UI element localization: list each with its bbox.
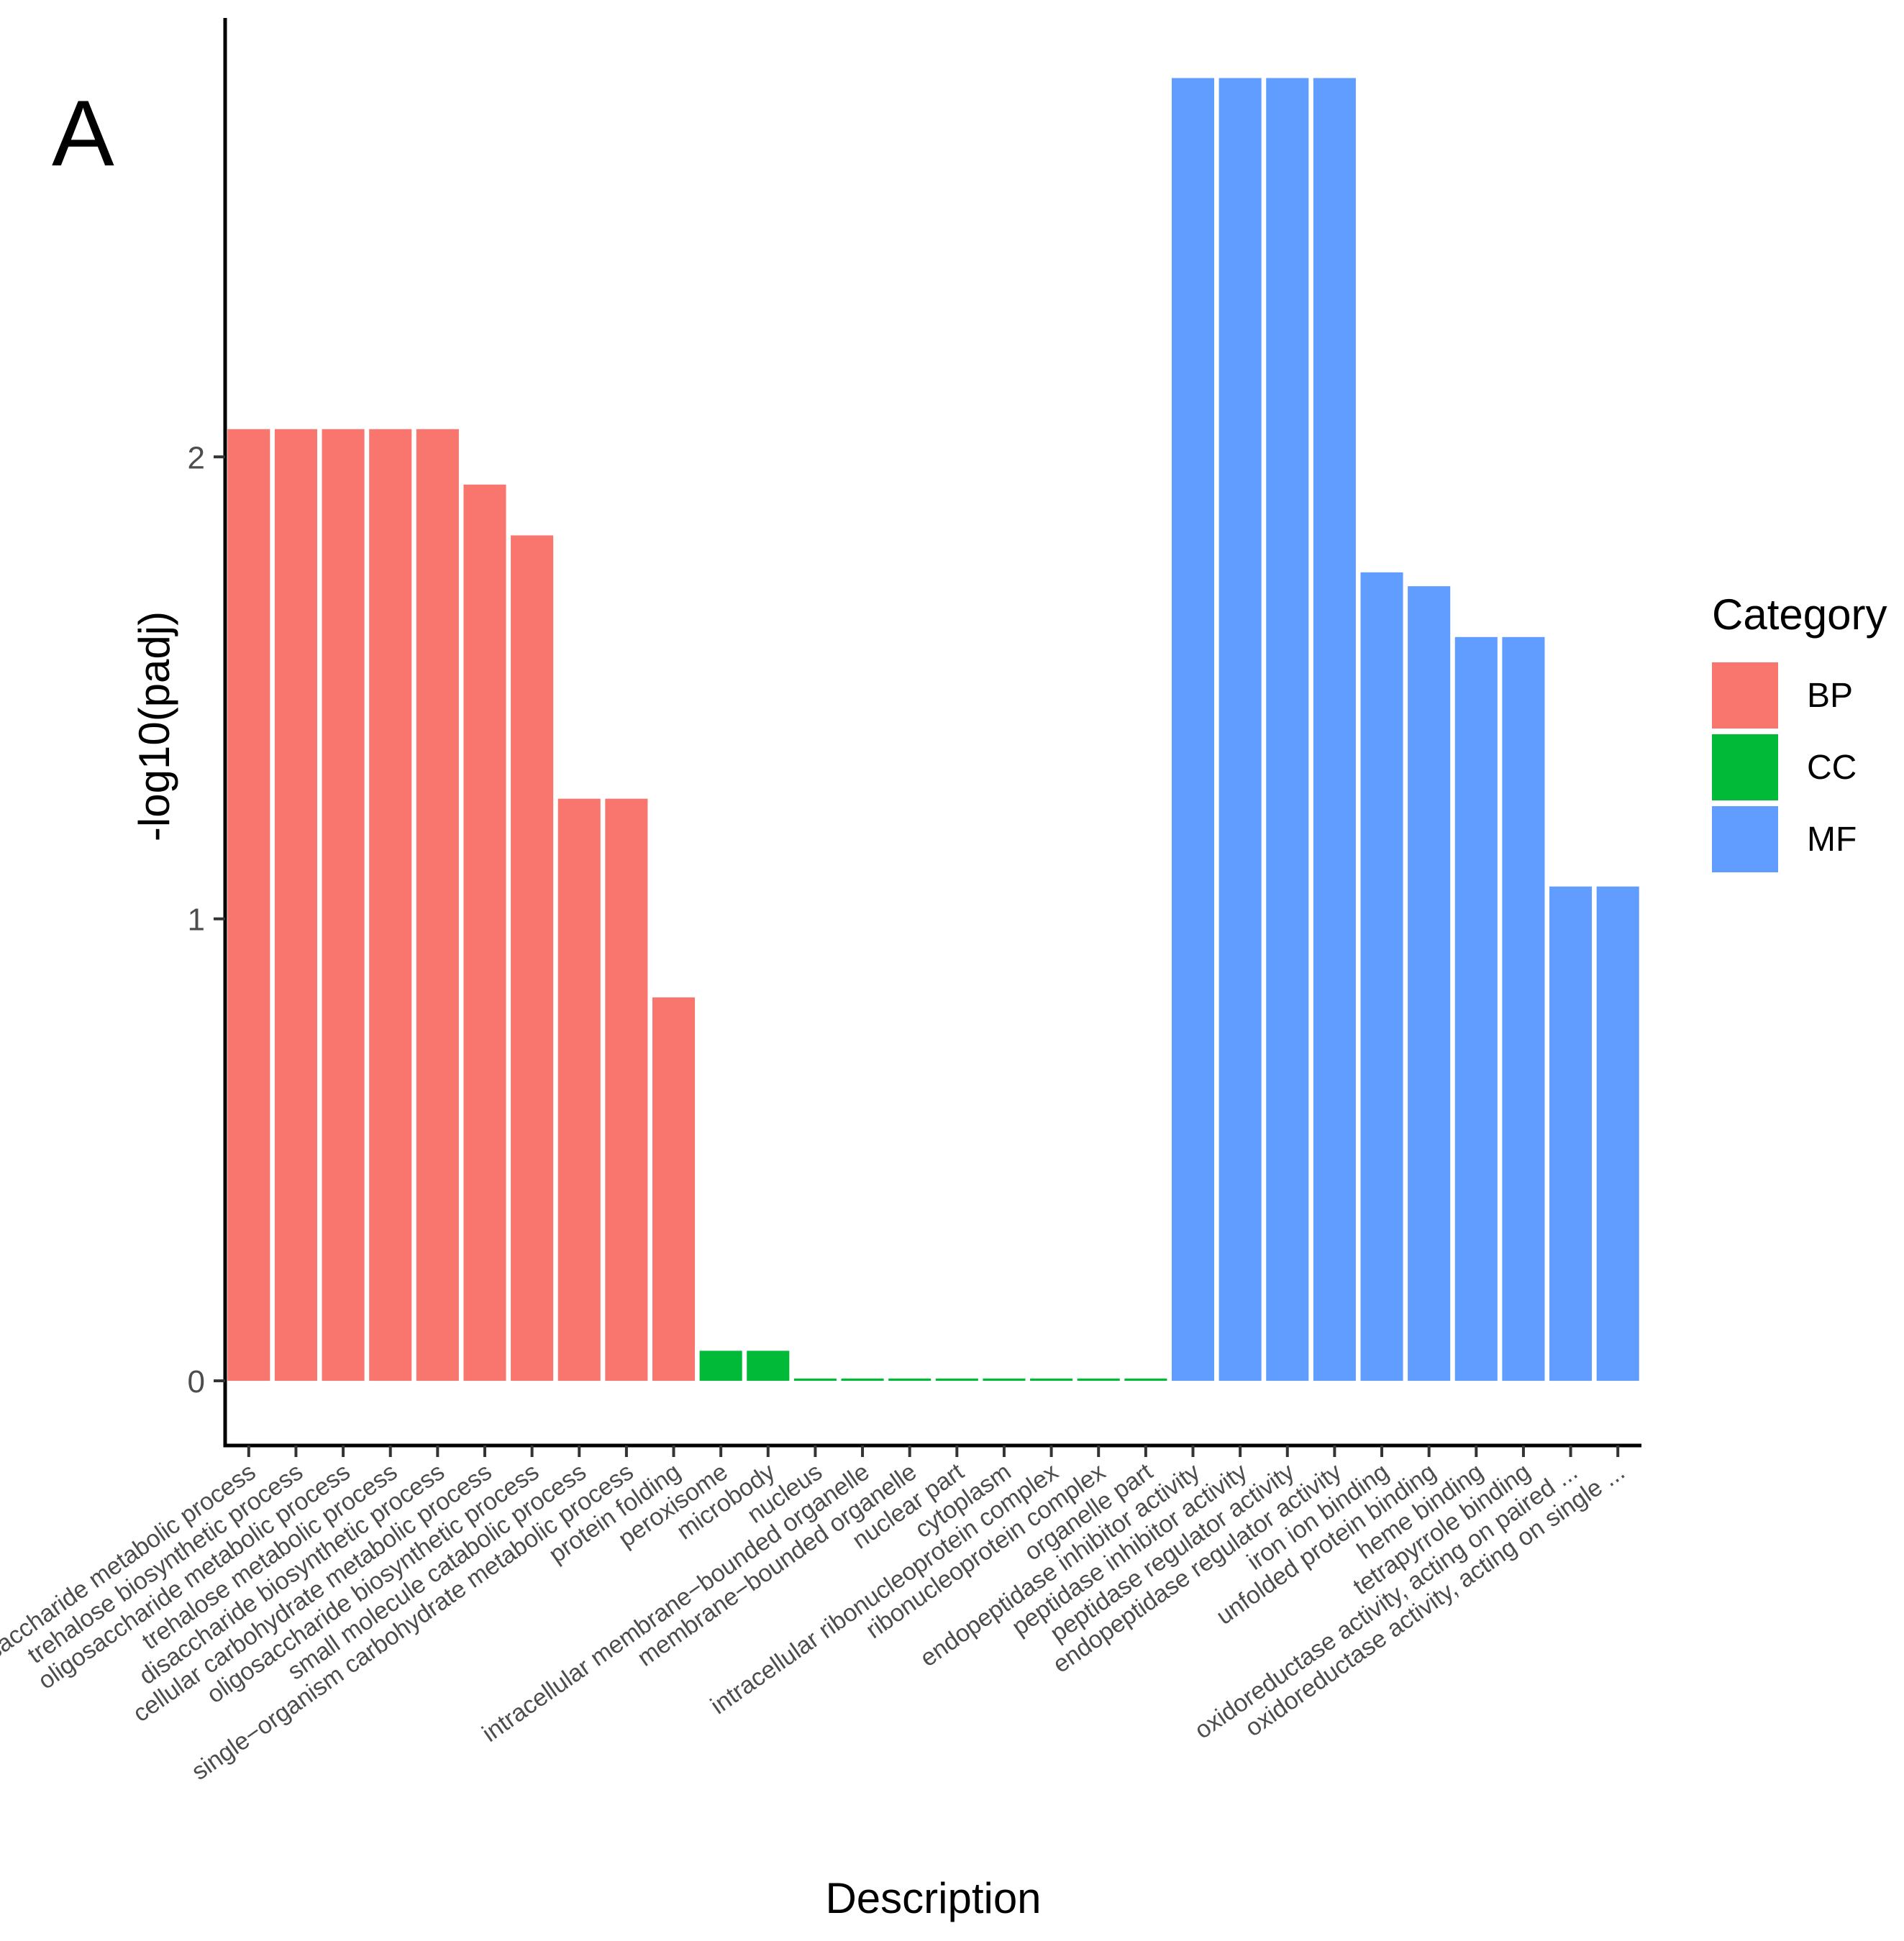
bar-26 bbox=[1408, 586, 1451, 1381]
bar-29 bbox=[1549, 886, 1593, 1381]
y-tick-label: 2 bbox=[188, 440, 205, 475]
y-axis-title: -log10(padj) bbox=[130, 611, 178, 841]
y-ticks-layer: 0 1 2 bbox=[188, 440, 225, 1399]
x-axis-title: Description bbox=[825, 1874, 1041, 1922]
axes-layer bbox=[223, 18, 1641, 1448]
legend-swatch-bp bbox=[1712, 662, 1778, 729]
legend-item-mf: MF bbox=[1712, 803, 1887, 875]
bar-1 bbox=[227, 429, 270, 1381]
bar-30 bbox=[1596, 886, 1639, 1381]
bar-7 bbox=[511, 535, 554, 1381]
bar-3 bbox=[322, 429, 365, 1381]
bar-11 bbox=[699, 1351, 742, 1381]
bar-23 bbox=[1266, 78, 1309, 1381]
bar-19 bbox=[1077, 1378, 1120, 1381]
bar-22 bbox=[1219, 78, 1262, 1381]
bar-14 bbox=[841, 1378, 884, 1381]
y-tick-label: 1 bbox=[188, 903, 205, 938]
bar-5 bbox=[416, 429, 459, 1381]
bar-16 bbox=[935, 1378, 978, 1381]
legend-label-mf: MF bbox=[1807, 820, 1857, 859]
bar-17 bbox=[983, 1378, 1026, 1381]
x-ticks-layer: disaccharide metabolic processtrehalose … bbox=[0, 1446, 1630, 1786]
legend-item-cc: CC bbox=[1712, 731, 1887, 803]
legend-label-cc: CC bbox=[1807, 748, 1857, 787]
bar-12 bbox=[747, 1351, 790, 1381]
legend-swatch-mf bbox=[1712, 806, 1778, 872]
bar-20 bbox=[1124, 1378, 1167, 1381]
bar-2 bbox=[274, 429, 317, 1381]
panel-label: A bbox=[52, 81, 114, 186]
bar-9 bbox=[605, 798, 648, 1381]
bar-8 bbox=[557, 798, 601, 1381]
bar-28 bbox=[1502, 636, 1545, 1381]
y-tick-label: 0 bbox=[188, 1364, 205, 1399]
bar-18 bbox=[1030, 1378, 1073, 1381]
legend-label-bp: BP bbox=[1807, 676, 1854, 715]
bar-21 bbox=[1171, 78, 1215, 1381]
bar-27 bbox=[1454, 636, 1498, 1381]
bar-13 bbox=[793, 1378, 837, 1381]
legend: Category BP CC MF bbox=[1712, 590, 1887, 875]
bar-15 bbox=[888, 1378, 931, 1381]
bar-4 bbox=[369, 429, 412, 1381]
legend-swatch-cc bbox=[1712, 734, 1778, 800]
bar-25 bbox=[1360, 572, 1403, 1381]
bar-24 bbox=[1313, 78, 1356, 1381]
legend-item-bp: BP bbox=[1712, 659, 1887, 731]
bars-layer bbox=[227, 78, 1639, 1381]
bar-10 bbox=[652, 997, 696, 1381]
bar-6 bbox=[463, 484, 506, 1381]
legend-title: Category bbox=[1712, 590, 1887, 639]
